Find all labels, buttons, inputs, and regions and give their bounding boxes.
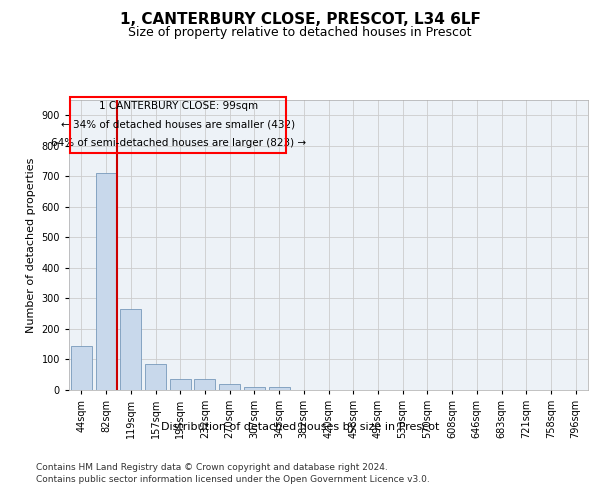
Bar [269,387,290,390]
Text: Contains HM Land Registry data © Crown copyright and database right 2024.: Contains HM Land Registry data © Crown c… [36,462,388,471]
Text: ← 34% of detached houses are smaller (432): ← 34% of detached houses are smaller (43… [61,120,295,130]
Bar [120,309,141,390]
Text: 64% of semi-detached houses are larger (823) →: 64% of semi-detached houses are larger (… [51,138,306,147]
Bar [71,346,92,390]
Bar [170,380,191,390]
Bar [95,174,116,390]
Y-axis label: Number of detached properties: Number of detached properties [26,158,36,332]
Bar [194,380,215,390]
Bar [219,384,240,390]
Text: 1, CANTERBURY CLOSE, PRESCOT, L34 6LF: 1, CANTERBURY CLOSE, PRESCOT, L34 6LF [119,12,481,28]
Bar [145,364,166,390]
Text: Size of property relative to detached houses in Prescot: Size of property relative to detached ho… [128,26,472,39]
Bar [244,387,265,390]
Text: Distribution of detached houses by size in Prescot: Distribution of detached houses by size … [161,422,439,432]
Text: 1 CANTERBURY CLOSE: 99sqm: 1 CANTERBURY CLOSE: 99sqm [99,102,258,112]
Text: Contains public sector information licensed under the Open Government Licence v3: Contains public sector information licen… [36,475,430,484]
